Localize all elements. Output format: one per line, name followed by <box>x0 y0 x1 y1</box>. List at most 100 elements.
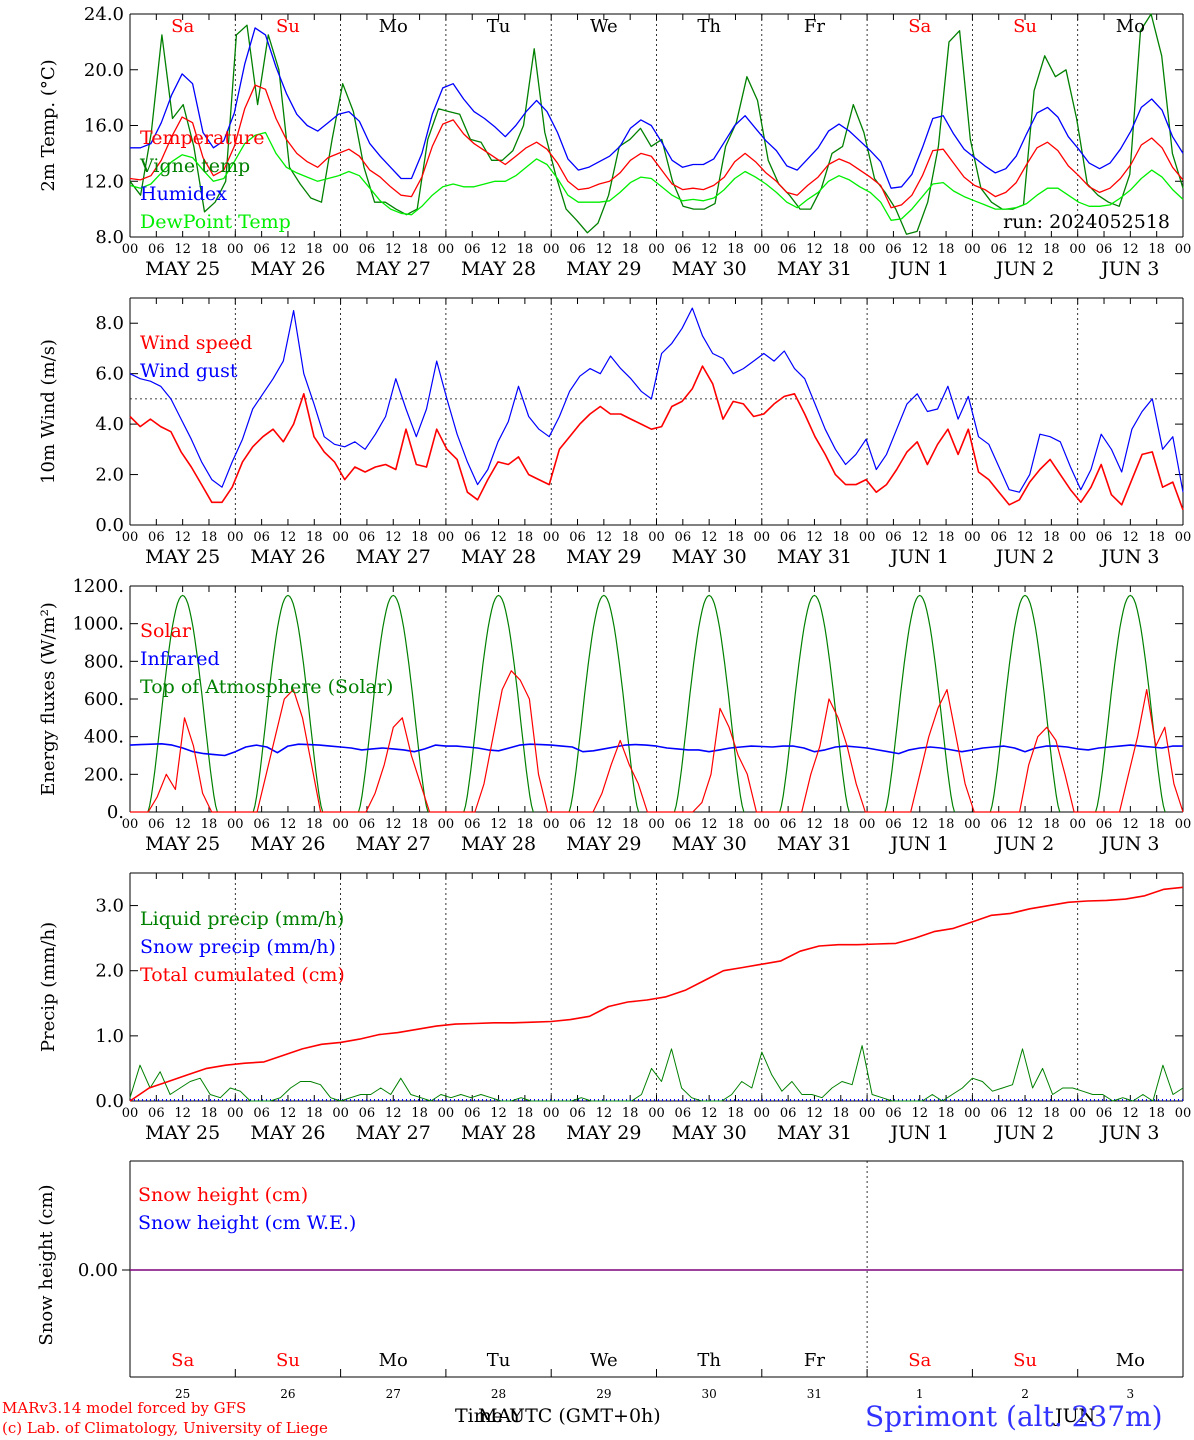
temp-hour-label: 06 <box>990 242 1007 257</box>
energy-hour-label: 00 <box>122 817 139 832</box>
wind-date-label: MAY 28 <box>461 546 536 568</box>
energy-hour-label: 12 <box>385 817 402 832</box>
temp-weekday-label: Mo <box>1116 16 1145 37</box>
wind-hour-label: 18 <box>306 530 323 545</box>
wind-date-label: JUN 1 <box>889 546 949 568</box>
wind-series-speed <box>129 365 1184 511</box>
temp-hour-label: 00 <box>648 242 665 257</box>
snow-day-number: 28 <box>491 1387 506 1401</box>
energy-hour-label: 06 <box>990 817 1007 832</box>
temp-weekday-label: Su <box>1013 16 1037 37</box>
temp-hour-label: 00 <box>1069 242 1086 257</box>
wind-hour-label: 12 <box>911 530 928 545</box>
energy-hour-label: 12 <box>1122 817 1139 832</box>
precip-series-cumulated <box>129 886 1184 1102</box>
temp-weekday-label: Su <box>276 16 300 37</box>
precip-hour-label: 06 <box>1096 1106 1113 1121</box>
temp-hour-label: 18 <box>622 242 639 257</box>
precip-hour-label: 18 <box>201 1106 218 1121</box>
temp-date-label: MAY 31 <box>777 258 852 280</box>
precip-hour-label: 06 <box>780 1106 797 1121</box>
lab-credit: (c) Lab. of Climatology, University of L… <box>2 1419 328 1437</box>
temp-hour-label: 12 <box>1017 242 1034 257</box>
x-axis-title: Time UTC (GMT+0h) <box>455 1405 661 1427</box>
wind-hour-label: 06 <box>1096 530 1113 545</box>
wind-date-label: MAY 26 <box>250 546 325 568</box>
wind-hour-label: 00 <box>964 530 981 545</box>
energy-hour-label: 06 <box>464 817 481 832</box>
precip-hour-label: 18 <box>411 1106 428 1121</box>
energy-hour-label: 12 <box>806 817 823 832</box>
energy-hour-label: 00 <box>438 817 455 832</box>
energy-hour-label: 12 <box>280 817 297 832</box>
energy-hour-label: 06 <box>359 817 376 832</box>
energy-toa-arc <box>673 594 745 813</box>
energy-hour-label: 18 <box>1148 817 1165 832</box>
temp-hour-label: 00 <box>227 242 244 257</box>
temp-hour-label: 12 <box>806 242 823 257</box>
energy-series-infrared <box>129 742 1183 757</box>
precip-hour-label: 18 <box>306 1106 323 1121</box>
precip-hour-label: 00 <box>754 1106 771 1121</box>
precip-hour-label: 12 <box>806 1106 823 1121</box>
precip-hour-label: 12 <box>911 1106 928 1121</box>
temp-run-annotation: run: 2024052518 <box>1003 211 1170 233</box>
wind-hour-label: 18 <box>201 530 218 545</box>
temp-legend-0: Temperature <box>140 127 264 149</box>
temp-hour-label: 18 <box>938 242 955 257</box>
snow-weekday-label: Su <box>1013 1350 1037 1371</box>
precip-hour-label: 06 <box>675 1106 692 1121</box>
temp-hour-label: 12 <box>385 242 402 257</box>
energy-hour-label: 12 <box>174 817 191 832</box>
energy-y-tick-label: 0. <box>107 802 124 823</box>
energy-date-label: JUN 1 <box>889 833 949 855</box>
precip-date-label: JUN 2 <box>994 1122 1054 1144</box>
temp-y-axis-label: 2m Temp. (°C) <box>38 59 59 191</box>
precip-legend-1: Snow precip (mm/h) <box>140 936 336 958</box>
temp-hour-label: 00 <box>543 242 560 257</box>
precip-date-label: JUN 3 <box>1099 1122 1159 1144</box>
energy-toa-arc <box>357 594 429 813</box>
precip-hour-label: 00 <box>648 1106 665 1121</box>
energy-date-label: JUN 3 <box>1099 833 1159 855</box>
wind-hour-label: 00 <box>1069 530 1086 545</box>
energy-hour-label: 06 <box>1096 817 1113 832</box>
temp-date-label: JUN 2 <box>994 258 1054 280</box>
wind-hour-label: 18 <box>517 530 534 545</box>
energy-hour-label: 18 <box>517 817 534 832</box>
wind-hour-label: 12 <box>596 530 613 545</box>
temp-date-label: MAY 25 <box>145 258 220 280</box>
precip-hour-label: 00 <box>227 1106 244 1121</box>
snow-day-number: 27 <box>386 1387 401 1401</box>
energy-hour-label: 00 <box>1175 817 1192 832</box>
energy-legend-2: Top of Atmosphere (Solar) <box>140 676 393 698</box>
precip-date-label: MAY 26 <box>250 1122 325 1144</box>
energy-hour-label: 18 <box>833 817 850 832</box>
energy-date-label: MAY 29 <box>566 833 641 855</box>
energy-hour-label: 12 <box>596 817 613 832</box>
wind-hour-label: 18 <box>622 530 639 545</box>
temp-hour-label: 00 <box>964 242 981 257</box>
temp-y-tick-label: 8.0 <box>95 227 124 248</box>
precip-legend-0: Liquid precip (mm/h) <box>140 908 344 930</box>
temp-weekday-label: We <box>590 16 618 37</box>
energy-series-solar <box>130 670 1184 813</box>
wind-hour-label: 18 <box>938 530 955 545</box>
wind-hour-label: 06 <box>675 530 692 545</box>
precip-y-tick-label: 2.0 <box>95 961 124 982</box>
temp-hour-label: 12 <box>911 242 928 257</box>
temp-weekday-label: Sa <box>908 16 931 37</box>
temp-series-temperature <box>129 84 1184 209</box>
temp-hour-label: 06 <box>359 242 376 257</box>
wind-hour-label: 00 <box>754 530 771 545</box>
energy-hour-label: 00 <box>648 817 665 832</box>
wind-hour-label: 06 <box>359 530 376 545</box>
precip-date-label: MAY 29 <box>566 1122 641 1144</box>
wind-legend-1: Wind gust <box>140 360 238 382</box>
temp-hour-label: 18 <box>1043 242 1060 257</box>
precip-hour-label: 06 <box>569 1106 586 1121</box>
snow-day-number: 3 <box>1127 1387 1135 1401</box>
temp-hour-label: 18 <box>727 242 744 257</box>
precip-date-label: MAY 27 <box>356 1122 431 1144</box>
energy-hour-label: 06 <box>253 817 270 832</box>
